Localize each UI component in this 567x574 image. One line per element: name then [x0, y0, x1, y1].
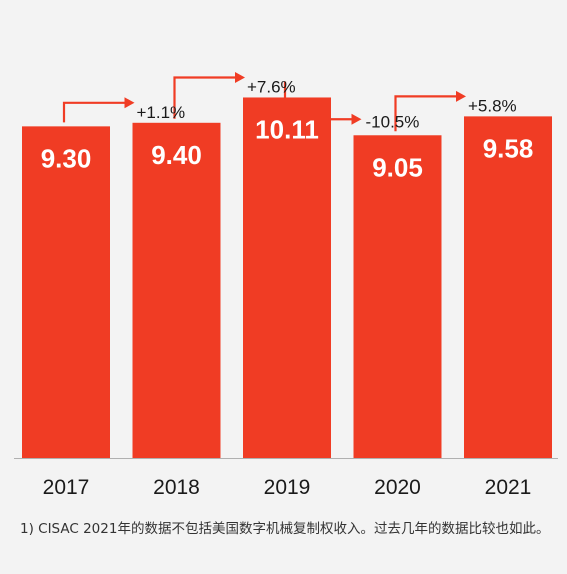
change-arrow-head [351, 113, 362, 125]
bar-2017 [22, 126, 110, 458]
change-arrow-2019-2020 [283, 81, 362, 125]
x-tick-label-2019: 2019 [264, 476, 311, 499]
change-arrows-layer [62, 71, 466, 132]
footnote: 1) CISAC 2021年的数据不包括美国数字机械复制权收入。过去几年的数据比… [20, 521, 550, 537]
change-arrow-2018-2019 [173, 71, 245, 119]
change-arrow-line [62, 101, 127, 123]
change-arrow-head [235, 71, 245, 83]
x-tick-label-2020: 2020 [374, 476, 421, 499]
change-arrow-head [124, 97, 135, 109]
bar-value-label-2019: 10.11 [255, 114, 319, 144]
bar-value-label-2021: 9.58 [483, 133, 534, 163]
change-label-2018: +1.1% [137, 103, 186, 122]
bars-layer [14, 97, 558, 459]
change-arrow-line [394, 95, 458, 132]
bar-2019 [243, 97, 331, 459]
bar-2018 [132, 122, 221, 458]
bar-2020 [353, 135, 442, 458]
bar-2021 [464, 116, 552, 458]
change-arrow-line [283, 81, 354, 121]
change-arrow-head [456, 90, 466, 102]
labels-layer: 9.30 2017 9.40 2018 10.11 2019 9.05 2020 9.58 202… [41, 77, 534, 499]
change-arrow-line [173, 76, 237, 119]
change-label-2019: +7.6% [247, 77, 296, 96]
change-arrow-2020-2021 [394, 90, 466, 132]
change-arrow-2017-2018 [62, 97, 135, 123]
change-label-2021: +5.8% [468, 96, 517, 115]
bar-value-label-2017: 9.30 [41, 143, 92, 173]
bar-value-label-2020: 9.05 [372, 152, 423, 182]
x-tick-label-2021: 2021 [485, 476, 532, 499]
change-label-2020: -10.5% [366, 112, 420, 131]
x-tick-label-2018: 2018 [153, 476, 200, 499]
bar-chart: 9.30 2017 9.40 2018 10.11 2019 9.05 2020 9.58 202… [14, 71, 558, 499]
bar-value-label-2018: 9.40 [151, 140, 202, 170]
x-tick-label-2017: 2017 [43, 476, 90, 499]
